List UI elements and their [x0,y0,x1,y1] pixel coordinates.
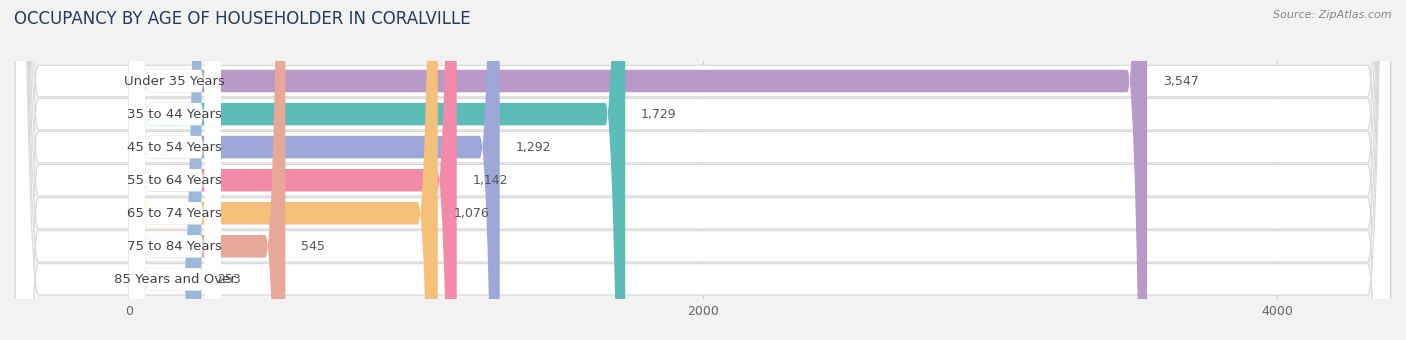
Text: 85 Years and Over: 85 Years and Over [114,273,236,286]
FancyBboxPatch shape [129,0,626,340]
FancyBboxPatch shape [129,0,221,340]
Text: 1,142: 1,142 [472,174,508,187]
FancyBboxPatch shape [129,0,221,340]
FancyBboxPatch shape [15,0,1391,340]
FancyBboxPatch shape [129,0,285,340]
Text: 75 to 84 Years: 75 to 84 Years [128,240,222,253]
Text: Source: ZipAtlas.com: Source: ZipAtlas.com [1274,10,1392,20]
Text: 253: 253 [218,273,240,286]
FancyBboxPatch shape [129,0,1147,340]
FancyBboxPatch shape [15,0,1391,340]
FancyBboxPatch shape [129,0,221,340]
Text: 1,292: 1,292 [516,141,551,154]
Text: 45 to 54 Years: 45 to 54 Years [128,141,222,154]
FancyBboxPatch shape [129,0,457,340]
FancyBboxPatch shape [15,0,1391,340]
FancyBboxPatch shape [129,0,221,340]
FancyBboxPatch shape [129,0,499,340]
Text: 545: 545 [301,240,325,253]
Text: 1,076: 1,076 [454,207,489,220]
FancyBboxPatch shape [15,0,1391,340]
Text: 3,547: 3,547 [1163,74,1199,87]
FancyBboxPatch shape [129,0,221,340]
Text: 35 to 44 Years: 35 to 44 Years [128,107,222,121]
FancyBboxPatch shape [129,0,437,340]
FancyBboxPatch shape [129,0,221,340]
Text: 1,729: 1,729 [641,107,676,121]
FancyBboxPatch shape [15,0,1391,340]
FancyBboxPatch shape [129,0,201,340]
Text: Under 35 Years: Under 35 Years [124,74,225,87]
Text: 55 to 64 Years: 55 to 64 Years [128,174,222,187]
Text: OCCUPANCY BY AGE OF HOUSEHOLDER IN CORALVILLE: OCCUPANCY BY AGE OF HOUSEHOLDER IN CORAL… [14,10,471,28]
Text: 65 to 74 Years: 65 to 74 Years [128,207,222,220]
FancyBboxPatch shape [15,0,1391,340]
FancyBboxPatch shape [15,0,1391,340]
FancyBboxPatch shape [129,0,221,340]
